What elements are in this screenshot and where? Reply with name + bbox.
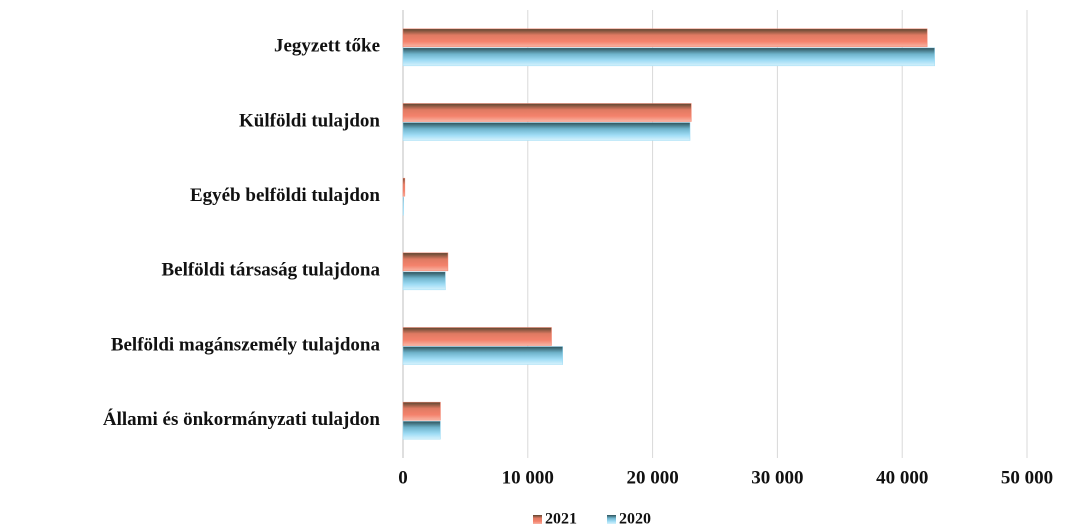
bar	[402, 346, 563, 365]
x-tick-label: 0	[398, 467, 408, 488]
bar	[402, 28, 928, 48]
legend-swatch	[533, 515, 542, 524]
y-tick-label: Jegyzett tőke	[274, 36, 380, 57]
x-tick-label: 10 000	[502, 467, 554, 488]
legend-label: 2020	[619, 511, 651, 528]
bar	[402, 420, 441, 440]
bar	[402, 327, 552, 346]
legend-swatch	[607, 515, 616, 524]
bar	[402, 47, 935, 67]
x-tick-label: 50 000	[1001, 467, 1053, 488]
y-tick-label: Belföldi társaság tulajdona	[161, 260, 380, 281]
y-tick-label: Külföldi tulajdon	[239, 110, 380, 131]
bar	[402, 122, 691, 141]
y-tick-label: Belföldi magánszemély tulajdona	[111, 334, 381, 355]
y-tick-label: Egyéb belföldi tulajdon	[190, 185, 380, 206]
y-tick-label: Állami és önkormányzati tulajdon	[103, 408, 381, 430]
bar	[402, 177, 406, 197]
x-tick-label: 40 000	[876, 467, 928, 488]
x-tick-label: 20 000	[626, 467, 678, 488]
bar	[402, 103, 692, 122]
legend-label: 2021	[545, 511, 577, 528]
bar	[402, 252, 449, 272]
bar	[402, 196, 404, 216]
x-tick-label: 30 000	[751, 467, 803, 488]
bar	[402, 271, 446, 291]
bar	[402, 401, 441, 421]
